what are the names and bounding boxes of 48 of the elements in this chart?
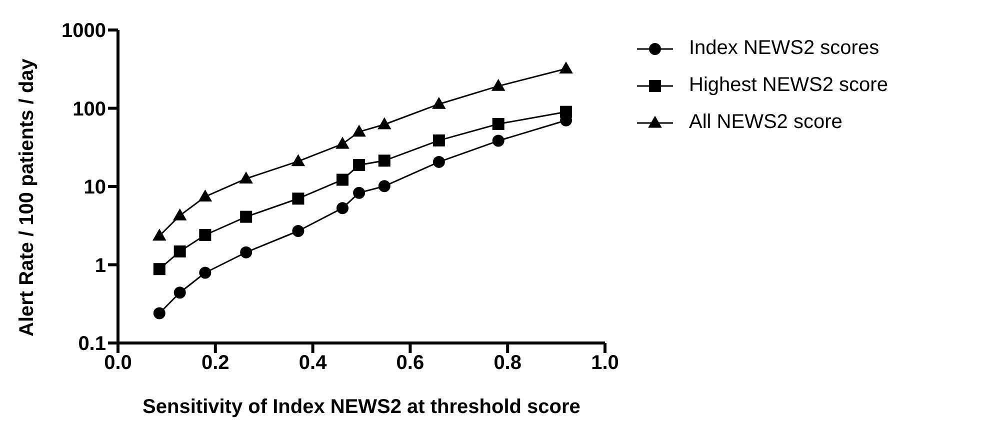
point xyxy=(353,159,366,172)
point xyxy=(292,224,304,237)
point xyxy=(292,192,304,205)
legend-label: Highest NEWS2 score xyxy=(689,74,888,97)
point xyxy=(432,156,445,168)
y-tick-label: 10 xyxy=(84,176,106,199)
point xyxy=(336,136,350,149)
x-tick-label: 0.8 xyxy=(494,352,522,374)
y-tick-label: 1 xyxy=(94,254,106,277)
point xyxy=(352,124,366,137)
point xyxy=(239,171,253,184)
y-tick-label: 0.1 xyxy=(78,333,106,356)
point xyxy=(240,246,252,258)
x-tick-label: 0.2 xyxy=(201,352,230,374)
x-tick-label: 0.4 xyxy=(298,352,328,374)
point xyxy=(492,134,504,147)
point xyxy=(174,245,186,258)
legend-label: Index NEWS2 scores xyxy=(689,37,880,60)
point xyxy=(152,228,166,241)
point xyxy=(336,202,349,214)
point xyxy=(199,266,212,279)
x-tick-label: 0.6 xyxy=(396,352,424,374)
legend-label: All NEWS2 score xyxy=(689,111,842,134)
point xyxy=(174,286,186,299)
point xyxy=(153,263,166,276)
point xyxy=(377,117,392,130)
x-tick-label: 0.0 xyxy=(104,352,132,374)
point xyxy=(199,229,212,241)
point xyxy=(240,210,252,223)
point xyxy=(560,106,572,118)
y-tick-label: 1000 xyxy=(62,20,106,42)
point xyxy=(153,307,166,320)
y-axis-title: Alert Rate / 100 patients / day xyxy=(16,58,38,336)
point xyxy=(491,78,506,91)
point xyxy=(336,174,349,186)
point xyxy=(432,96,446,109)
x-tick-label: 1.0 xyxy=(591,352,619,374)
x-axis-title: Sensitivity of Index NEWS2 at threshold score xyxy=(142,396,580,418)
point xyxy=(432,134,445,146)
point xyxy=(492,118,504,130)
y-tick-label: 100 xyxy=(72,98,106,120)
point xyxy=(172,208,187,220)
point xyxy=(559,62,573,74)
point xyxy=(198,190,212,202)
point xyxy=(291,154,306,166)
point xyxy=(378,154,390,167)
point xyxy=(353,186,366,199)
point xyxy=(378,180,390,192)
